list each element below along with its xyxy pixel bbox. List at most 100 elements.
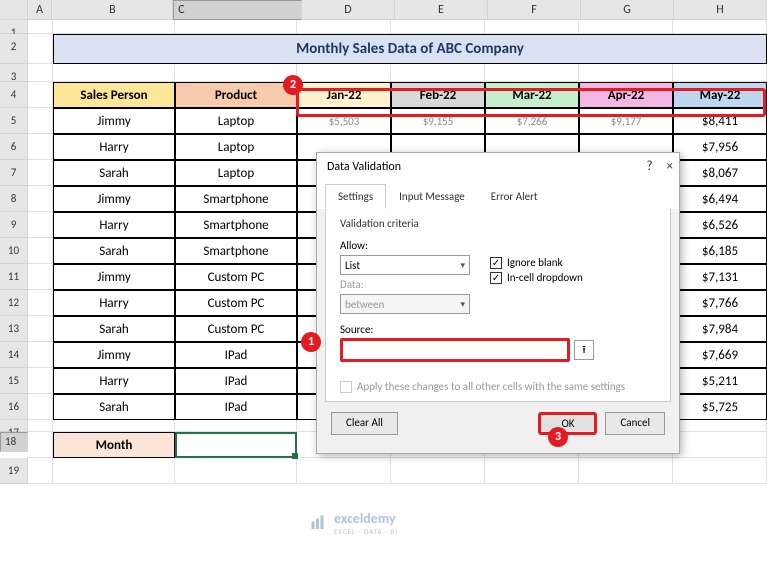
criteria-label: Validation criteria: [340, 217, 656, 230]
cell-person[interactable]: Sarah: [53, 394, 175, 420]
cell-product[interactable]: Custom PC: [175, 316, 297, 342]
cell-may[interactable]: $5,725: [673, 394, 767, 420]
row-header-9[interactable]: 9: [0, 212, 28, 238]
row-header-6[interactable]: 6: [0, 134, 28, 160]
callout-2: 2: [283, 75, 303, 95]
cell-person[interactable]: Harry: [53, 290, 175, 316]
col-header-a[interactable]: A: [28, 0, 53, 19]
row-header-13[interactable]: 13: [0, 316, 28, 342]
data-label: Data:: [340, 278, 390, 291]
allow-label: Allow:: [340, 239, 390, 252]
row-header-1[interactable]: 1: [0, 20, 28, 34]
cell-may[interactable]: $6,494: [673, 186, 767, 212]
cell-value[interactable]: $9,155: [391, 108, 485, 134]
cell-person[interactable]: Sarah: [53, 160, 175, 186]
row-header-12[interactable]: 12: [0, 290, 28, 316]
cell-value[interactable]: $9,177: [579, 108, 673, 134]
cell-person[interactable]: Harry: [53, 368, 175, 394]
cell-product[interactable]: Smartphone: [175, 212, 297, 238]
close-icon[interactable]: ×: [667, 159, 673, 174]
row-header-19[interactable]: 19: [0, 458, 28, 484]
cell-may[interactable]: $8,411: [673, 108, 767, 134]
cell-may[interactable]: $7,956: [673, 134, 767, 160]
cell-product[interactable]: Laptop: [175, 160, 297, 186]
cell-may[interactable]: $7,766: [673, 290, 767, 316]
cell-value[interactable]: $7,266: [485, 108, 579, 134]
cell-person[interactable]: Harry: [53, 134, 175, 160]
dialog-titlebar: Data Validation ? ×: [317, 153, 679, 180]
cell-may[interactable]: $5,211: [673, 368, 767, 394]
header-may: May-22: [673, 82, 767, 108]
tab-input-message[interactable]: Input Message: [386, 184, 478, 209]
cell-may[interactable]: $6,185: [673, 238, 767, 264]
header-sales-person: Sales Person: [53, 82, 175, 108]
cell-product[interactable]: IPad: [175, 368, 297, 394]
cell-person[interactable]: Sarah: [53, 238, 175, 264]
incell-dropdown-checkbox[interactable]: ✓In-cell dropdown: [490, 271, 583, 284]
cell-person[interactable]: Jimmy: [53, 186, 175, 212]
row-header-15[interactable]: 15: [0, 368, 28, 394]
col-header-g[interactable]: G: [581, 0, 674, 19]
select-all-corner[interactable]: [0, 0, 28, 19]
cell-person[interactable]: Jimmy: [53, 264, 175, 290]
cell-person[interactable]: Jimmy: [53, 342, 175, 368]
header-product: Product: [175, 82, 297, 108]
cell-product[interactable]: IPad: [175, 342, 297, 368]
col-header-b[interactable]: B: [52, 0, 173, 19]
cell-person[interactable]: Sarah: [53, 316, 175, 342]
cell-may[interactable]: $8,067: [673, 160, 767, 186]
row-header-5[interactable]: 5: [0, 108, 28, 134]
row-header-2[interactable]: 2: [0, 34, 28, 64]
allow-select[interactable]: List▾: [340, 255, 470, 275]
header-jan: Jan-22: [297, 82, 391, 108]
cell-product[interactable]: Laptop: [175, 108, 297, 134]
cell-product[interactable]: Laptop: [175, 134, 297, 160]
row-header-8[interactable]: 8: [0, 186, 28, 212]
apply-all-checkbox: Apply these changes to all other cells w…: [340, 380, 656, 393]
cell-product[interactable]: IPad: [175, 394, 297, 420]
cell-value[interactable]: $5,503: [297, 108, 391, 134]
header-mar: Mar-22: [485, 82, 579, 108]
row-header-18[interactable]: 18: [0, 432, 28, 452]
tab-settings[interactable]: Settings: [325, 184, 386, 209]
row-header-10[interactable]: 10: [0, 238, 28, 264]
month-label-cell: Month: [53, 432, 175, 458]
col-header-d[interactable]: D: [302, 0, 395, 19]
cell-may[interactable]: $7,669: [673, 342, 767, 368]
clear-all-button[interactable]: Clear All: [331, 412, 398, 435]
cell-may[interactable]: $7,131: [673, 264, 767, 290]
col-header-f[interactable]: F: [488, 0, 581, 19]
cell-product[interactable]: Smartphone: [175, 186, 297, 212]
title-cell: Monthly Sales Data of ABC Company: [53, 34, 767, 64]
column-headers: A B C D E F G H: [0, 0, 767, 20]
cell-may[interactable]: $7,984: [673, 316, 767, 342]
cell-person[interactable]: Jimmy: [53, 108, 175, 134]
cancel-button[interactable]: Cancel: [605, 412, 665, 435]
chevron-down-icon: ▾: [460, 299, 465, 310]
tab-error-alert[interactable]: Error Alert: [478, 184, 551, 209]
row-header-14[interactable]: 14: [0, 342, 28, 368]
help-icon[interactable]: ?: [646, 159, 652, 174]
row-header-11[interactable]: 11: [0, 264, 28, 290]
source-input[interactable]: [340, 338, 570, 362]
col-header-h[interactable]: H: [674, 0, 767, 19]
cell-product[interactable]: Custom PC: [175, 290, 297, 316]
callout-3: 3: [548, 427, 568, 447]
exceldemy-logo-icon: [310, 514, 328, 532]
cell-product[interactable]: Smartphone: [175, 238, 297, 264]
data-select: between▾: [340, 294, 470, 314]
cell-may[interactable]: $6,526: [673, 212, 767, 238]
col-header-e[interactable]: E: [395, 0, 488, 19]
row-header-4[interactable]: 4: [0, 82, 28, 108]
row-header-7[interactable]: 7: [0, 160, 28, 186]
row-header-3[interactable]: 3: [0, 64, 28, 82]
range-picker-icon[interactable]: ⭱: [574, 340, 594, 360]
cell-product[interactable]: Custom PC: [175, 264, 297, 290]
col-header-c[interactable]: C: [173, 0, 302, 20]
ok-button[interactable]: OK: [538, 412, 597, 435]
row-header-16[interactable]: 16: [0, 394, 28, 420]
month-input-cell[interactable]: [175, 432, 297, 458]
ignore-blank-checkbox[interactable]: ✓Ignore blank: [490, 256, 583, 269]
cell-person[interactable]: Harry: [53, 212, 175, 238]
source-label: Source:: [340, 323, 656, 336]
